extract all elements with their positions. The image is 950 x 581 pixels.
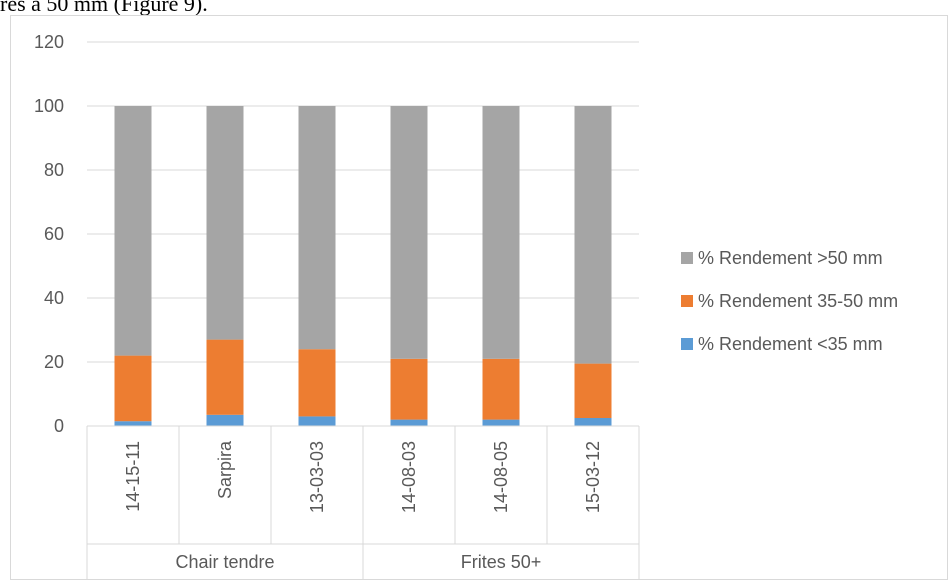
bar-segment [114,355,152,422]
x-tick-label: 13-03-03 [307,441,327,513]
bar-segment [574,363,612,418]
caption-fragment: res à 50 mm (Figure 9). [0,0,208,16]
group-label: Frites 50+ [461,552,542,572]
x-tick-label: 14-15-11 [123,441,143,512]
bar-segment [482,358,520,420]
y-tick-label: 20 [44,352,64,372]
gridlines [87,41,639,427]
bar-segment [206,106,244,340]
legend-swatch [681,252,693,264]
legend-label: % Rendement <35 mm [698,334,883,354]
legend: % Rendement >50 mm % Rendement 35-50 mm % … [681,248,898,354]
legend-swatch [681,295,693,307]
y-tick-label: 120 [34,32,64,52]
bar-segment [390,106,428,359]
legend-swatch [681,338,693,350]
bar-segment [298,349,336,417]
bar-segment [298,106,336,350]
y-tick-label: 0 [54,416,64,436]
group-label: Chair tendre [175,552,274,572]
x-tick-label: 14-08-03 [399,441,419,513]
x-tick-label: 15-03-12 [583,441,603,513]
bar-segment [482,106,520,359]
x-tick-label: Sarpira [215,440,235,499]
bar-segment [482,419,520,426]
y-tick-label: 40 [44,288,64,308]
y-tick-label: 60 [44,224,64,244]
x-tick-label: 14-08-05 [491,441,511,513]
legend-label: % Rendement >50 mm [698,248,883,268]
y-tick-label: 80 [44,160,64,180]
bar-segment [206,339,244,415]
bar-segment [574,106,612,364]
bars [114,106,612,426]
legend-label: % Rendement 35-50 mm [698,291,898,311]
bar-segment [390,358,428,420]
bar-segment [114,106,152,356]
bar-segment [574,418,612,426]
bar-segment [298,416,336,426]
bar-segment [390,419,428,426]
x-axis: 14-15-11 Sarpira 13-03-03 14-08-03 14-08-05 1… [86,425,640,579]
y-axis-ticks: 0 20 40 60 80 100 120 [34,32,64,436]
bar-segment [114,421,152,426]
y-tick-label: 100 [34,96,64,116]
bar-segment [206,414,244,426]
